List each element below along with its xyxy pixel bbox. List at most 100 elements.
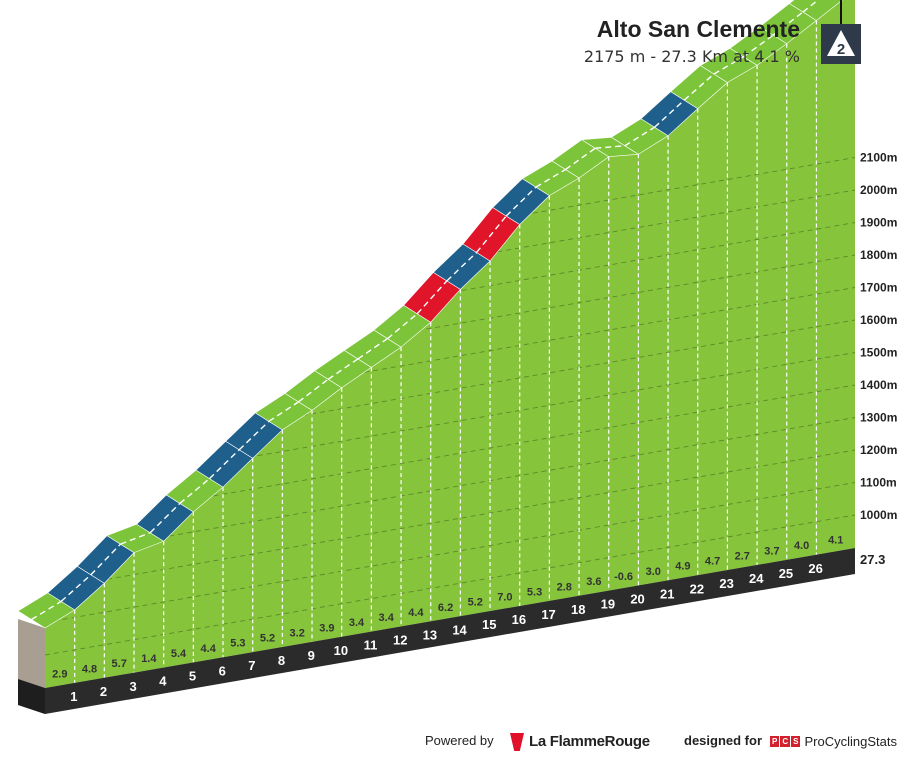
profile-segment	[788, 0, 843, 21]
gradient-label: 1.4	[141, 653, 157, 665]
gradient-label: 5.2	[260, 633, 275, 645]
elevation-tick-label: 1300m	[860, 411, 897, 425]
gradient-label: 3.4	[349, 617, 365, 629]
gradient-label: 2.9	[52, 668, 67, 680]
km-marker-label: 16	[512, 612, 526, 627]
gradient-label: 5.3	[230, 638, 245, 650]
gradient-label: 3.9	[319, 622, 334, 634]
road-centre-line	[416, 280, 448, 315]
gradient-label: 3.6	[586, 576, 601, 588]
chart-labels: 1000m 1100m 1200m 1300m 1400m 1500m 1600m 1700m…	[52, 151, 897, 705]
km-marker-label: 15	[482, 617, 496, 632]
km-marker-label: 1	[70, 689, 77, 704]
km-marker-label: 19	[601, 597, 615, 612]
elevation-gridline	[45, 449, 855, 591]
road-centre-line	[238, 420, 270, 451]
procyclingstats-logo: P C S ProCyclingStats	[770, 733, 897, 749]
road-centre-line	[535, 168, 566, 188]
gradient-label: 2.8	[557, 581, 572, 593]
km-marker-label: 8	[278, 653, 285, 668]
category-number: 2	[837, 41, 845, 58]
gradient-label: 3.4	[379, 612, 395, 624]
gradient-label: 5.2	[468, 597, 483, 609]
road-centre-line	[505, 186, 537, 217]
road-centre-line	[654, 99, 685, 128]
elevation-gridline	[45, 417, 855, 558]
elevation-tick-label: 1800m	[860, 248, 897, 262]
powered-by-text: Powered by	[425, 733, 494, 748]
km-marker-label: 3	[130, 679, 137, 694]
gradient-label: 4.4	[408, 607, 424, 619]
gradient-label: 4.0	[794, 540, 809, 552]
road-centre-line	[120, 532, 151, 545]
road-centre-line	[743, 34, 774, 58]
road-centre-line	[772, 11, 804, 36]
road-centre-line	[683, 73, 715, 101]
km-marker-label: 11	[364, 638, 378, 653]
gradient-label: 3.0	[646, 566, 661, 578]
gradient-label: 5.7	[112, 658, 127, 670]
profile-top-surface	[17, 0, 843, 629]
elevation-tick-label: 1600m	[860, 313, 897, 327]
elevation-gridline	[45, 482, 855, 623]
km-marker-label: 21	[660, 586, 674, 601]
km-marker-label: 22	[690, 581, 704, 596]
la-flamme-rouge-logo: La FlammeRouge	[510, 733, 650, 752]
road-centre-line	[713, 56, 744, 75]
road-centre-line	[179, 478, 210, 504]
elevation-tick-label: 1900m	[860, 216, 897, 230]
road-centre-line	[476, 215, 507, 253]
road-centre-line	[387, 313, 418, 340]
elevation-tick-label: 1500m	[860, 346, 897, 360]
km-marker-label: 2	[100, 684, 107, 699]
km-marker-label: 9	[308, 648, 315, 663]
km-marker-label: 25	[779, 566, 793, 581]
category-badge: 2	[821, 24, 861, 64]
km-marker-label: 14	[452, 622, 467, 637]
road-centre-line	[565, 147, 596, 171]
gradient-label: 5.3	[527, 586, 542, 598]
pcs-s-box: S	[791, 736, 801, 748]
km-marker-label: 18	[571, 602, 585, 617]
km-marker-label: 7	[248, 658, 255, 673]
elevation-tick-label: 1000m	[860, 508, 897, 522]
gradient-label: -0.6	[614, 571, 633, 583]
flame-icon	[510, 733, 524, 752]
elevation-tick-label: 1700m	[860, 281, 897, 295]
road-centre-line	[446, 251, 478, 282]
road-centre-line	[60, 574, 92, 602]
km-marker-label: 23	[719, 576, 733, 591]
km-marker-label: 13	[423, 627, 437, 642]
gradient-label: 3.7	[764, 545, 779, 557]
climb-name: Alto San Clemente	[596, 16, 800, 42]
gradient-label: 7.0	[497, 592, 512, 604]
designed-for-text: designed for	[684, 733, 763, 748]
road-centre-line	[31, 600, 62, 621]
road-centre-line	[298, 378, 329, 403]
pcs-p-box: P	[770, 736, 780, 748]
brand-name: La FlammeRouge	[529, 733, 650, 750]
road-band-side	[18, 679, 45, 714]
profile-face-area	[45, 0, 855, 688]
gradient-label: 6.2	[438, 602, 453, 614]
road-centre-line	[149, 502, 181, 534]
gradient-label: 4.1	[828, 534, 843, 546]
road-centre-line	[209, 449, 240, 480]
elevation-tick-label: 2100m	[860, 151, 897, 165]
elevation-tick-label: 1400m	[860, 378, 897, 392]
road-centre-line	[624, 126, 655, 147]
km-marker-label: 26	[808, 561, 822, 576]
gradient-label: 4.9	[675, 561, 690, 573]
km-marker-label: 10	[334, 643, 348, 658]
km-marker-label: 6	[219, 663, 226, 678]
elevation-tick-label: 1200m	[860, 443, 897, 457]
gradient-label: 2.7	[735, 550, 750, 562]
total-distance-label: 27.3	[860, 552, 885, 567]
road-centre-line	[327, 358, 359, 380]
chart-title-block: Alto San Clemente 2175 m - 27.3 Km at 4.…	[584, 16, 800, 66]
road-centre-line	[268, 401, 299, 422]
gradient-label: 4.4	[201, 643, 217, 655]
km-divider-lines	[74, 20, 818, 683]
climb-stats: 2175 m - 27.3 Km at 4.1 %	[583, 47, 800, 66]
